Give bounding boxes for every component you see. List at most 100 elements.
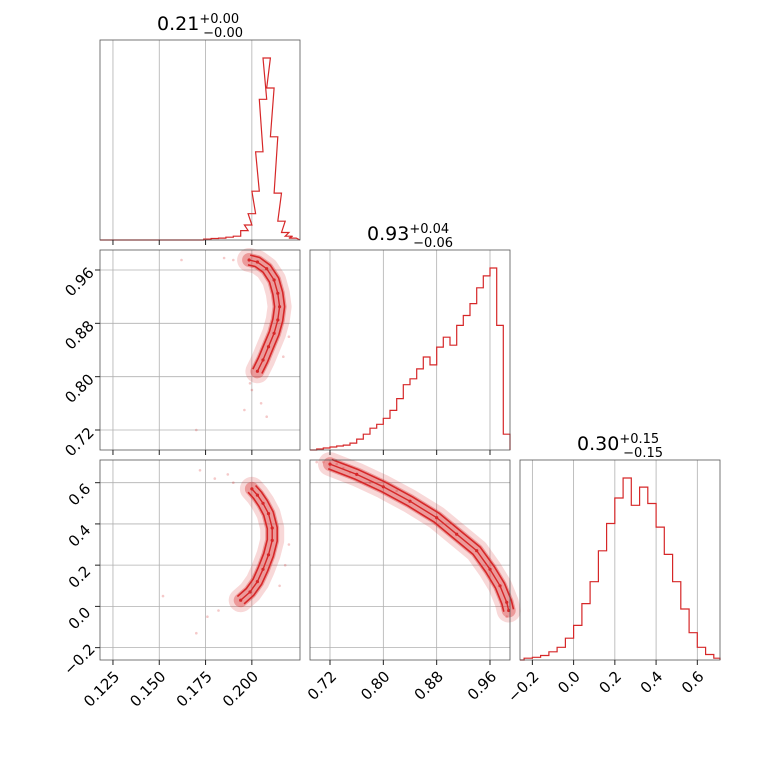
panel-2-1-outlier-7 xyxy=(282,355,285,359)
xtick-label-p1-1: 0.150 xyxy=(126,668,169,711)
panel-3-2-ridge-point-4 xyxy=(435,516,439,520)
xtick-label-p2-3: 0.96 xyxy=(464,668,500,704)
ytick-label-p2-3: 0.96 xyxy=(61,264,97,300)
panel-2-1-ridge-point-9 xyxy=(261,358,265,362)
panel-3-1-outlier-6 xyxy=(287,543,291,546)
title-param-1-lower: −0.00 xyxy=(203,26,243,41)
panel-3-2-outlier-4 xyxy=(505,615,509,618)
title-param-2-value: 0.93 xyxy=(367,223,409,245)
panel-3-2-ridge-point-3 xyxy=(408,499,412,503)
ytick-label-p3-1: 0.0 xyxy=(65,603,95,633)
panel-3-1-outlier-4 xyxy=(217,609,220,612)
ytick-label-p3-2: 0.2 xyxy=(65,562,95,592)
panel-3-1-ridge-point-6 xyxy=(270,526,274,530)
panel-2-1-ridge-point-7 xyxy=(272,331,276,335)
xtick-label-p2-1: 0.80 xyxy=(357,668,393,704)
xtick-label-p2-2: 0.88 xyxy=(411,668,447,704)
panel-3-2-frame xyxy=(309,459,511,661)
panel-3-1-outlier-0 xyxy=(213,477,217,480)
panel-3-3-histogram xyxy=(520,477,721,661)
ytick-label-p3-3: 0.4 xyxy=(65,521,95,551)
panel-3-2-ridge-point-10 xyxy=(507,608,511,613)
panel-3-2-ridge-point-1 xyxy=(355,472,359,476)
title-param-1-upper: +0.00 xyxy=(199,12,239,27)
panel-3-1-contour-0 xyxy=(243,484,278,605)
panel-2-1-ridge-point-3 xyxy=(272,278,276,282)
panel-3-2-contour-0 xyxy=(327,468,505,612)
xtick-label-p3-3: 0.4 xyxy=(637,668,667,698)
title-param-2: 0.93+0.04 −0.06 xyxy=(367,222,453,251)
panel-2-1-outlier-3 xyxy=(259,402,263,405)
panel-2-1-ridge-point-0 xyxy=(247,258,251,262)
title-param-1: 0.21+0.00 −0.00 xyxy=(157,12,243,41)
panel-3-2-outlier-5 xyxy=(395,489,399,493)
panel-2-1-outlier-4 xyxy=(243,408,246,412)
title-param-3-upper: +0.15 xyxy=(619,432,659,447)
panel-3-1-outlier-1 xyxy=(198,469,202,472)
panel-3-1-ridge-point-1 xyxy=(248,590,252,594)
panel-3-1-ridge-point-5 xyxy=(270,538,274,543)
xtick-label-p3-0: −0.2 xyxy=(504,668,542,706)
panel-3-3-frame xyxy=(519,459,721,661)
panel-2-1-ridge-point-8 xyxy=(266,345,271,349)
panel-3-1-outlier-3 xyxy=(206,615,209,618)
xtick-label-p1-2: 0.175 xyxy=(173,668,216,711)
panel-2-1-ridge-point-6 xyxy=(276,318,280,322)
panel-3-1-ridge-point-0 xyxy=(239,598,243,602)
title-param-2-upper: +0.04 xyxy=(409,222,449,237)
panel-3-1-outlier-2 xyxy=(226,473,230,476)
panel-2-1-outlier-6 xyxy=(287,335,291,339)
panel-2-1-outlier-9 xyxy=(265,415,269,419)
ytick-label-p3-0: −0.2 xyxy=(60,640,98,678)
ytick-label-p2-0: 0.72 xyxy=(61,424,97,460)
panel-3-1-ridge-point-2 xyxy=(255,580,259,584)
title-param-3-value: 0.30 xyxy=(577,433,619,455)
panel-3-2-ridge-point-6 xyxy=(475,549,479,553)
panel-2-1-frame xyxy=(99,249,301,451)
xtick-label-p3-1: 0.0 xyxy=(554,668,584,698)
panel-1-1-histogram xyxy=(100,57,301,241)
panel-2-1-ridge-point-1 xyxy=(255,260,259,264)
panel-1-1-frame xyxy=(99,39,301,241)
xtick-label-p3-4: 0.6 xyxy=(678,668,708,698)
title-param-3: 0.30+0.15 −0.15 xyxy=(577,432,663,461)
panel-3-1-frame xyxy=(99,459,301,661)
panel-2-1-contour-0 xyxy=(247,264,276,370)
panel-3-2-contour-1 xyxy=(331,458,515,610)
panel-3-1-ridge-point-3 xyxy=(261,567,265,571)
panel-3-1-ridge-point-8 xyxy=(261,501,265,505)
panel-2-1-outlier-5 xyxy=(195,428,198,432)
panel-2-1-ridge-point-2 xyxy=(265,267,269,271)
xtick-label-p2-0: 0.72 xyxy=(304,668,340,704)
panel-2-1-outlier-0 xyxy=(232,258,235,262)
panel-3-1-ridge-point-4 xyxy=(266,553,271,557)
xtick-label-p3-2: 0.2 xyxy=(595,668,625,698)
panel-3-2-outlier-3 xyxy=(335,462,339,466)
panel-3-2-ridge-point-7 xyxy=(488,567,492,571)
panel-3-1-outlier-5 xyxy=(195,631,198,635)
panel-2-1-contour-1 xyxy=(250,254,286,374)
panel-3-2-density-halo xyxy=(318,452,521,623)
xtick-label-p1-0: 0.125 xyxy=(80,668,123,711)
panel-3-2-ridge-point-5 xyxy=(455,532,459,536)
ytick-label-p3-4: 0.6 xyxy=(65,480,95,510)
panel-2-1-ridge-point-5 xyxy=(278,305,282,309)
panel-2-1-ridge-point-4 xyxy=(276,291,280,295)
panel-3-1-contour-1 xyxy=(236,491,269,598)
panel-2-1-outlier-1 xyxy=(222,256,226,260)
panel-3-2-ridge-point-0 xyxy=(328,462,332,466)
ytick-label-p2-1: 0.80 xyxy=(61,370,97,406)
panel-3-1-outlier-8 xyxy=(161,594,165,598)
panel-2-1-outlier-8 xyxy=(248,382,252,385)
panel-2-1-outlier-10 xyxy=(180,258,183,262)
xtick-label-p1-3: 0.200 xyxy=(219,668,262,711)
panel-3-2-outlier-0 xyxy=(315,460,319,464)
panel-3-1-ridge-point-10 xyxy=(250,487,254,491)
panel-3-2-ridge-point-8 xyxy=(498,584,502,588)
ytick-label-p2-2: 0.88 xyxy=(61,317,97,353)
panel-3-2-ridge-point-2 xyxy=(381,485,385,489)
title-param-3-lower: −0.15 xyxy=(623,446,663,461)
title-param-1-value: 0.21 xyxy=(157,13,199,35)
title-param-2-lower: −0.06 xyxy=(413,236,453,251)
